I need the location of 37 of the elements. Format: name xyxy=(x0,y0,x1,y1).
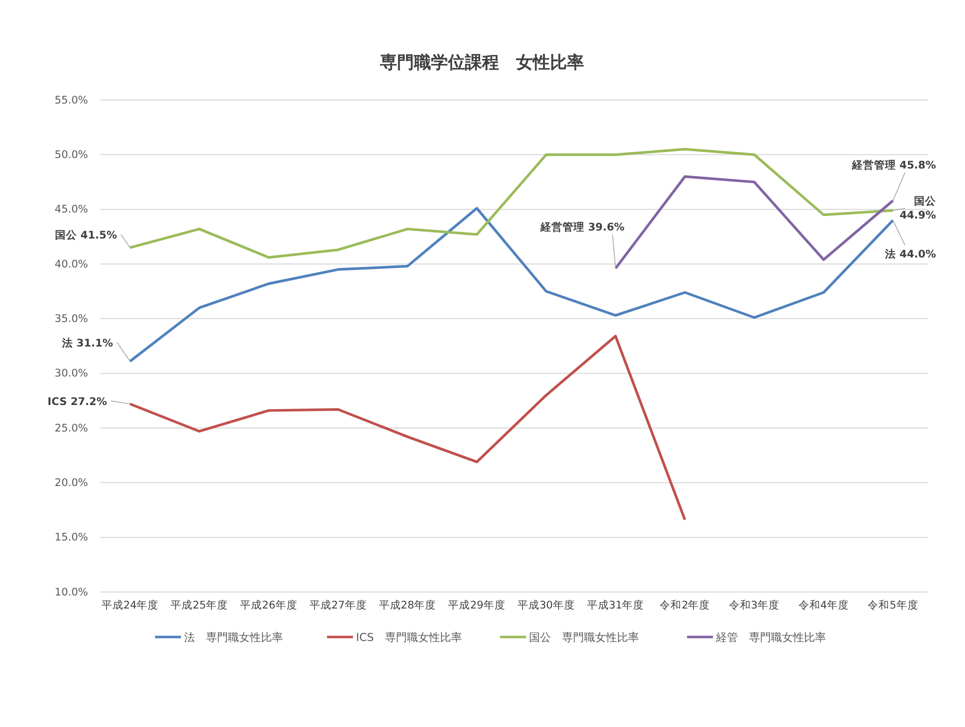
x-tick-label: 平成28年度 xyxy=(378,598,436,612)
x-tick-label: 平成26年度 xyxy=(240,598,298,612)
legend-label: 経管 専門職女性比率 xyxy=(715,631,826,644)
x-tick-label: 令和4年度 xyxy=(798,598,849,612)
legend-label: 法 専門職女性比率 xyxy=(184,631,283,644)
x-tick-label: 平成30年度 xyxy=(517,598,575,612)
x-tick-label: 平成25年度 xyxy=(170,598,228,612)
x-tick-label: 平成27年度 xyxy=(309,598,367,612)
line-series xyxy=(128,334,686,522)
line-series xyxy=(128,148,894,259)
x-tick-label: 平成29年度 xyxy=(448,598,506,612)
y-tick-label: 40.0% xyxy=(54,258,88,270)
y-tick-label: 25.0% xyxy=(54,422,88,434)
y-tick-label: 10.0% xyxy=(54,586,88,598)
y-tick-label: 55.0% xyxy=(54,94,88,106)
chart-title: 専門職学位課程 女性比率 xyxy=(379,53,584,73)
annotation: 国公 44.9% xyxy=(900,194,937,222)
x-tick-label: 平成31年度 xyxy=(586,598,644,612)
y-tick-label: 20.0% xyxy=(54,477,88,490)
annotation: ICS 27.2% xyxy=(48,396,108,408)
annotation: 経営管理 45.8% xyxy=(850,158,936,172)
x-tick-label: 平成24年度 xyxy=(101,598,159,612)
y-tick-label: 15.0% xyxy=(54,532,88,544)
annotation: 法 44.0% xyxy=(884,247,936,260)
y-tick-label: 45.0% xyxy=(54,204,88,216)
x-tick-label: 令和2年度 xyxy=(660,598,710,612)
legend-label: ICS 専門職女性比率 xyxy=(356,631,462,644)
y-tick-label: 30.0% xyxy=(54,368,88,380)
y-tick-label: 35.0% xyxy=(54,313,88,326)
line-series xyxy=(128,206,894,363)
y-tick-label: 50.0% xyxy=(54,149,88,162)
legend-label: 国公 専門職女性比率 xyxy=(529,631,639,644)
annotation: 経営管理 39.6% xyxy=(539,220,626,234)
annotation: 法 31.1% xyxy=(60,336,114,350)
x-tick-label: 令和3年度 xyxy=(728,598,780,612)
annotation: 国公 41.5% xyxy=(54,228,118,242)
x-tick-label: 令和5年度 xyxy=(868,598,918,612)
